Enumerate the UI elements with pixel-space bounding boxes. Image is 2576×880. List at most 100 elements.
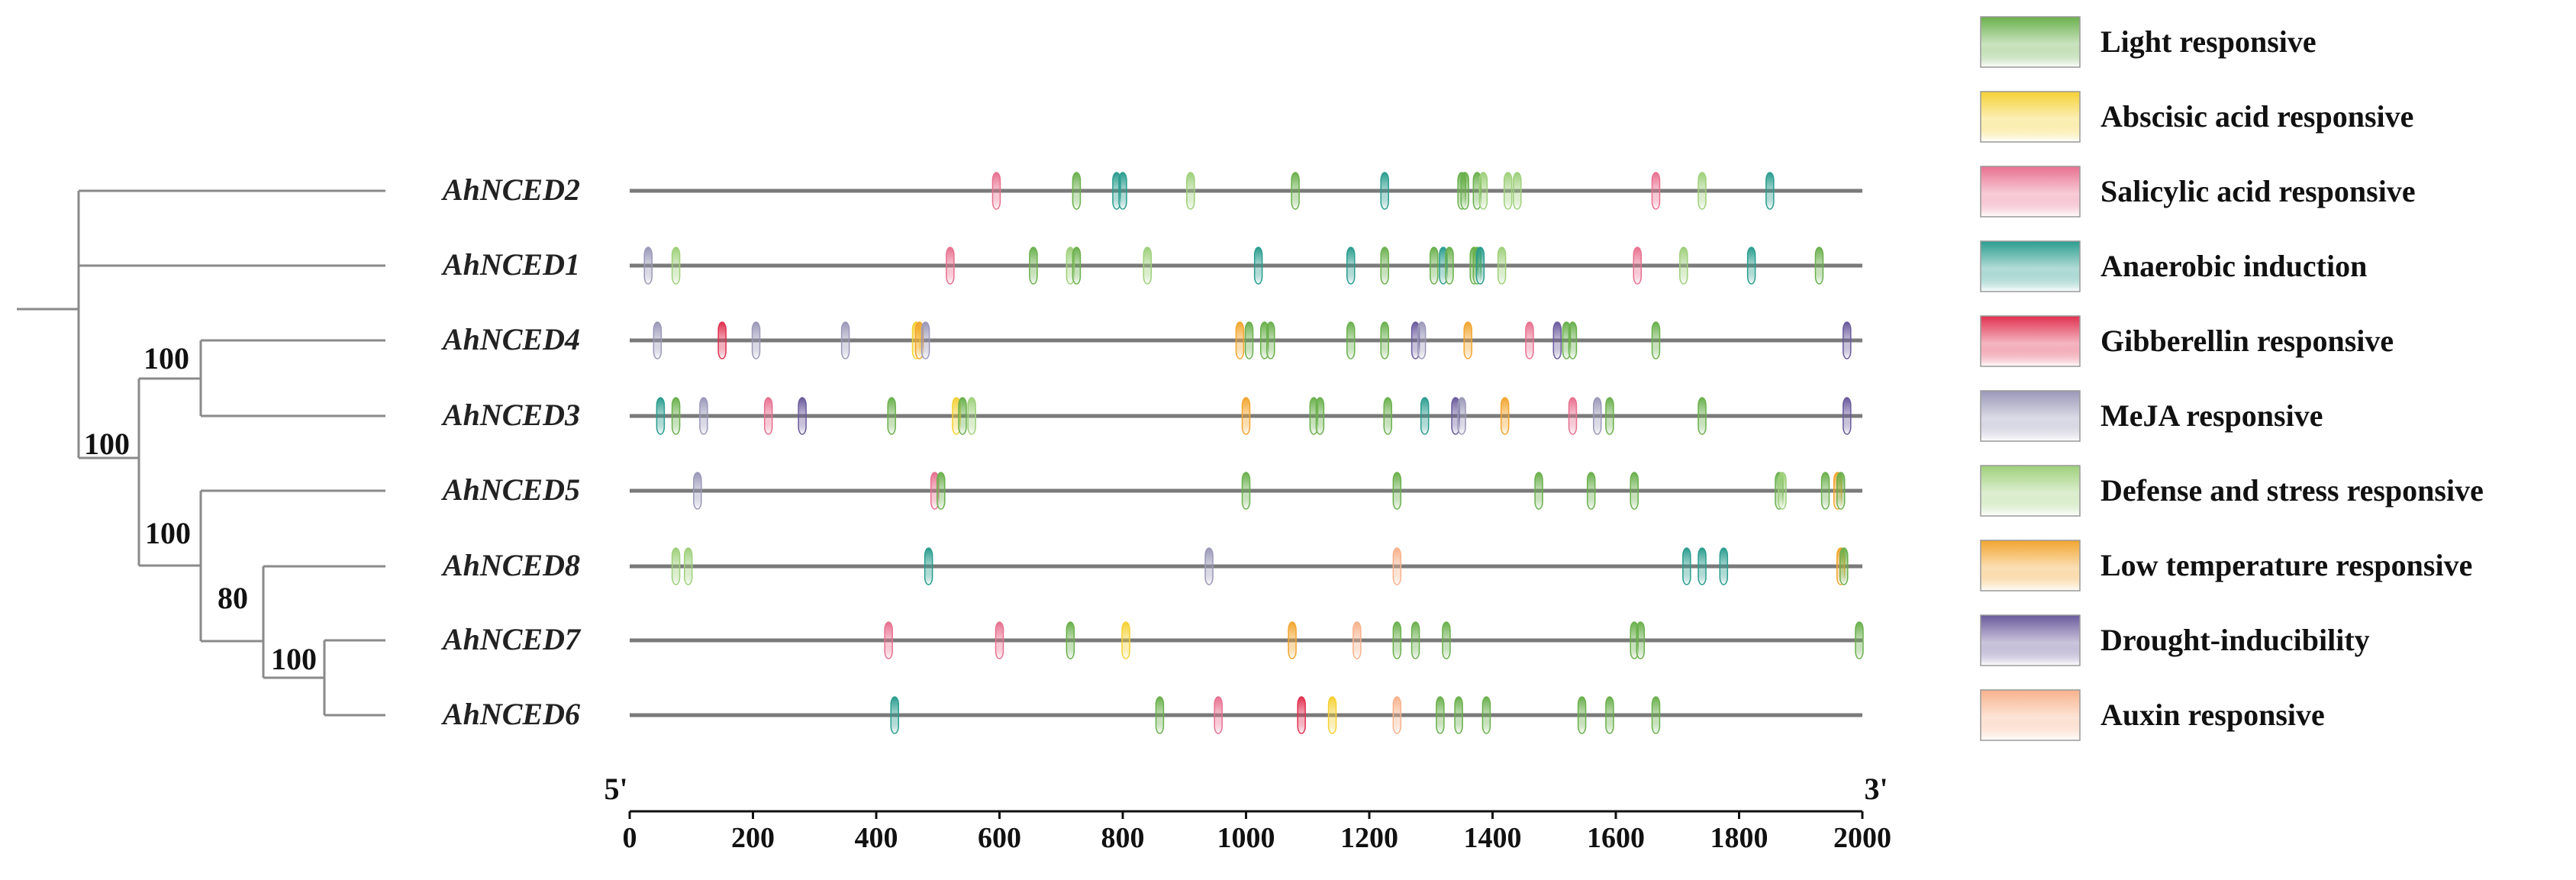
legend-swatch	[1980, 91, 2081, 143]
cis-element-light	[1636, 621, 1646, 659]
legend-label: Gibberellin responsive	[2100, 324, 2394, 358]
cis-element-lowtemp	[1241, 397, 1251, 435]
cis-element-light	[1346, 321, 1356, 359]
cis-element-light	[1605, 696, 1614, 734]
axis-tick-label: 1000	[1217, 822, 1275, 854]
cis-element-light	[958, 397, 967, 435]
cis-element-defense	[1513, 172, 1522, 210]
legend-label: MeJA responsive	[2100, 398, 2323, 433]
legend-item-defense: Defense and stress responsive	[1980, 465, 2484, 517]
cis-element-defense	[1497, 247, 1507, 285]
tree-node-7-6	[263, 640, 326, 715]
cis-element-light	[1411, 621, 1420, 659]
gene-track	[630, 321, 1862, 359]
cis-element-defense	[1503, 172, 1513, 210]
bootstrap-label: 100	[143, 341, 189, 376]
legend-label: Low temperature responsive	[2100, 548, 2472, 582]
cis-element-anaerobic	[1380, 172, 1389, 210]
cis-element-auxin	[1352, 621, 1362, 659]
cis-element-meja	[643, 247, 653, 285]
axis-tick-label: 1600	[1587, 822, 1645, 854]
cis-element-defense	[1778, 472, 1787, 510]
cis-element-light	[1454, 696, 1463, 734]
cis-element-light	[1029, 247, 1038, 285]
tree-clade-4-3	[139, 340, 202, 416]
cis-element-light	[1315, 397, 1325, 435]
cis-element-meja	[920, 321, 930, 359]
cis-element-gibberellin	[717, 321, 727, 359]
axis-tick-label: 800	[1101, 822, 1145, 854]
axis-tick-label: 1200	[1340, 822, 1398, 854]
cis-element-light	[1244, 321, 1254, 359]
cis-element-drought	[1843, 321, 1852, 359]
cis-element-salicylic	[763, 397, 773, 435]
axis-tick-label: 1800	[1710, 822, 1768, 854]
legend-item-auxin: Auxin responsive	[1980, 689, 2325, 741]
legend-item-lowtemp: Low temperature responsive	[1980, 540, 2472, 592]
legend-item-abscisic: Abscisic acid responsive	[1980, 91, 2413, 143]
legend-item-meja: MeJA responsive	[1980, 390, 2323, 442]
cis-element-light	[1291, 172, 1300, 210]
cis-element-drought	[1843, 397, 1852, 435]
cis-element-light	[1072, 247, 1082, 285]
axis-tick-label: 400	[855, 822, 898, 854]
cis-element-light	[1383, 397, 1392, 435]
cis-element-salicylic	[991, 172, 1001, 210]
cis-element-light	[1586, 472, 1596, 510]
cis-element-auxin	[1392, 547, 1402, 585]
cis-element-light	[1651, 321, 1661, 359]
bootstrap-label: 100	[84, 427, 130, 461]
cis-element-meja	[1457, 397, 1466, 435]
tree-node-8-rest	[201, 566, 265, 678]
legend-label: Drought-inducibility	[2100, 623, 2370, 657]
cis-element-defense	[1697, 172, 1707, 210]
cis-element-light	[1697, 397, 1707, 435]
gene-track	[630, 472, 1862, 510]
cis-element-lowtemp	[1500, 397, 1510, 435]
cis-element-light	[1630, 472, 1639, 510]
gene-track	[630, 172, 1862, 210]
cis-element-anaerobic	[1346, 247, 1356, 285]
axis-tick-label: 200	[731, 822, 775, 854]
legend-swatch	[1980, 16, 2081, 68]
cis-element-salicylic	[1214, 696, 1223, 734]
cis-element-abscisic	[1327, 696, 1337, 734]
cis-element-light	[1605, 397, 1614, 435]
axis-tick-label: 2000	[1833, 822, 1891, 854]
axis-tick-label: 1400	[1464, 822, 1522, 854]
cis-element-anaerobic	[1253, 247, 1263, 285]
legend-item-drought: Drought-inducibility	[1980, 614, 2370, 666]
cis-element-salicylic	[1633, 247, 1643, 285]
cis-element-light	[1072, 172, 1082, 210]
gene-track	[630, 547, 1862, 585]
cis-element-salicylic	[1568, 397, 1578, 435]
cis-element-light	[1651, 696, 1661, 734]
cis-element-meja	[1417, 321, 1427, 359]
gene-label-ahnced7: AhNCED7	[440, 622, 582, 656]
cis-element-light	[1380, 247, 1389, 285]
cis-element-light	[1445, 247, 1454, 285]
cis-element-defense	[967, 397, 976, 435]
legend: Light responsive Abscisic acid responsive…	[1980, 16, 2484, 741]
cis-element-anaerobic	[924, 547, 933, 585]
cis-element-light	[1460, 172, 1469, 210]
gene-track	[630, 696, 1862, 734]
phylogenetic-tree	[17, 189, 385, 717]
legend-item-salicylic: Salicylic acid responsive	[1980, 166, 2416, 218]
gene-name-labels: AhNCED2 AhNCED1 AhNCED4 AhNCED3 AhNCED5 …	[440, 172, 582, 731]
cis-element-light	[1430, 247, 1439, 285]
cis-element-lowtemp	[1463, 321, 1472, 359]
gene-label-ahnced2: AhNCED2	[440, 172, 580, 207]
cis-element-salicylic	[1525, 321, 1534, 359]
cis-element-anaerobic	[1475, 247, 1485, 285]
cis-element-light	[1534, 472, 1543, 510]
cis-element-light	[671, 397, 681, 435]
gene-label-ahnced3: AhNCED3	[440, 398, 580, 432]
three-prime-label: 3'	[1864, 772, 1888, 806]
cis-element-light	[1577, 696, 1587, 734]
cis-element-defense	[671, 247, 681, 285]
gene-tracks	[630, 172, 1864, 734]
legend-swatch	[1980, 614, 2081, 666]
cis-element-anaerobic	[656, 397, 666, 435]
legend-label: Light responsive	[2100, 24, 2316, 59]
